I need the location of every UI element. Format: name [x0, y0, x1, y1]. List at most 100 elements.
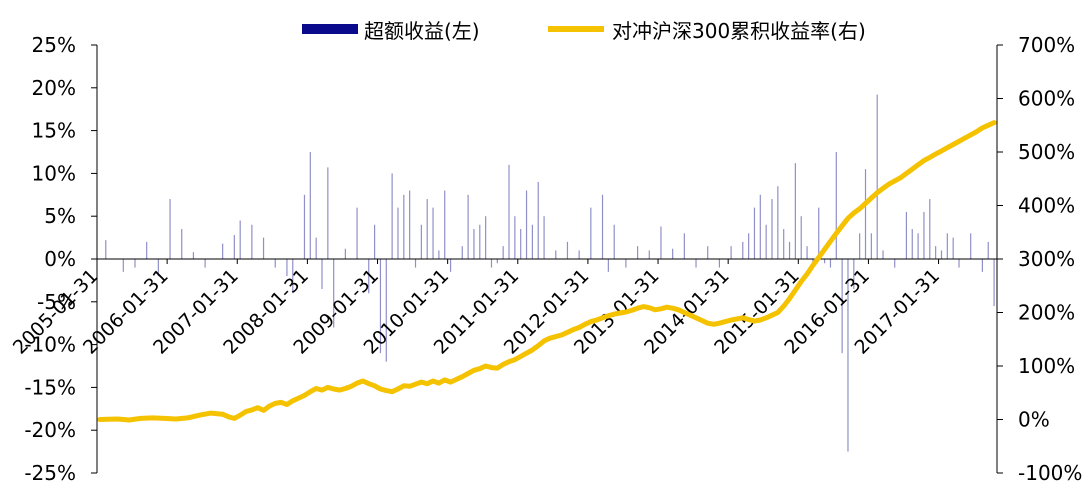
excess-return-bar: [777, 186, 779, 259]
excess-return-bar: [157, 259, 159, 277]
excess-return-bar: [672, 248, 674, 259]
left-tick-label: 10%: [32, 161, 76, 185]
excess-return-bar: [356, 207, 358, 259]
excess-return-bar: [309, 152, 311, 259]
excess-return-bar: [818, 207, 820, 259]
excess-return-bar: [414, 259, 417, 268]
excess-return-bar: [695, 259, 697, 268]
excess-return-bar: [315, 237, 317, 259]
right-tick-label: 300%: [1018, 247, 1075, 271]
right-tick-label: 600%: [1018, 87, 1075, 111]
excess-return-bar: [444, 190, 446, 259]
excess-return-bar: [607, 259, 609, 272]
excess-return-bar: [730, 246, 732, 259]
excess-return-bar: [192, 252, 195, 259]
excess-return-bar: [946, 233, 948, 259]
legend-swatch-excess-return: [302, 24, 358, 34]
excess-return-bar: [514, 216, 516, 259]
excess-return-bar: [432, 207, 434, 259]
excess-return-bar: [420, 224, 422, 259]
excess-return-bar: [543, 216, 545, 259]
excess-return-bar: [368, 259, 370, 294]
excess-return-bar: [566, 241, 569, 259]
legend-label-excess-return: 超额收益(左): [364, 19, 480, 43]
left-tick-label: 20%: [32, 76, 76, 100]
excess-return-bar: [426, 199, 428, 259]
excess-return-bar: [987, 241, 989, 259]
excess-return-bar: [835, 152, 837, 259]
excess-return-bar: [262, 237, 265, 259]
excess-return-bar: [707, 246, 709, 259]
excess-return-bar: [660, 226, 662, 259]
excess-return-bar: [823, 259, 826, 264]
excess-return-bar: [239, 220, 241, 259]
excess-return-bar: [935, 246, 937, 259]
excess-return-bar: [333, 259, 335, 328]
excess-return-bar: [169, 199, 171, 259]
excess-return-bar: [625, 259, 627, 268]
excess-return-bar: [344, 248, 346, 259]
left-tick-label: -10%: [24, 333, 76, 357]
excess-return-bar: [841, 259, 843, 354]
excess-return-bar: [496, 259, 498, 264]
excess-return-bar: [853, 259, 855, 289]
excess-return-bar: [222, 243, 224, 259]
excess-return-bar: [601, 194, 604, 259]
excess-return-bar: [134, 259, 136, 268]
excess-return-bar: [531, 224, 533, 259]
excess-return-bar: [403, 194, 405, 259]
excess-return-bar: [520, 229, 522, 259]
excess-return-bar: [590, 207, 592, 259]
right-tick-label: 700%: [1018, 33, 1075, 57]
excess-return-bar: [204, 259, 206, 268]
excess-return-bar: [911, 229, 913, 259]
left-tick-label: -25%: [24, 461, 76, 485]
left-tick-label: -20%: [24, 418, 76, 442]
excess-return-bar: [783, 229, 785, 259]
excess-return-bar: [122, 259, 124, 272]
excess-return-bar: [379, 259, 382, 354]
excess-return-bar: [391, 173, 393, 259]
excess-return-bar: [882, 250, 884, 259]
excess-return-bar: [718, 259, 721, 268]
left-tick-label: -15%: [24, 375, 76, 399]
excess-return-bar: [286, 259, 288, 277]
excess-return-bar: [788, 241, 791, 259]
right-tick-label: 100%: [1018, 354, 1075, 378]
excess-return-bar: [181, 229, 183, 259]
excess-return-bar: [397, 207, 399, 259]
excess-return-bar: [537, 181, 539, 259]
excess-return-bar: [508, 164, 510, 259]
right-tick-label: -100%: [1018, 461, 1082, 485]
excess-return-bar: [373, 224, 376, 259]
excess-return-bar: [765, 224, 767, 259]
excess-return-bar: [847, 259, 849, 452]
excess-return-bar: [905, 211, 908, 259]
excess-return-bar: [461, 246, 463, 259]
excess-return-bar: [794, 163, 796, 259]
excess-return-bar: [303, 194, 306, 259]
excess-return-bar: [771, 199, 773, 259]
excess-return-bar: [409, 190, 411, 259]
excess-return-bar: [829, 259, 832, 268]
excess-return-bar: [485, 216, 487, 259]
excess-return-bar: [578, 250, 580, 259]
left-y-axis: 25% 20% 15% 10% 5% 0% -5% -10% -15% -20% -25%: [24, 33, 98, 485]
excess-return-bar: [327, 167, 329, 259]
excess-return-bar: [683, 233, 685, 259]
excess-return-bar: [970, 233, 972, 259]
right-tick-label: 400%: [1018, 194, 1075, 218]
excess-return-bar: [613, 224, 615, 259]
excess-return-bar: [748, 233, 750, 259]
excess-return-bar: [502, 246, 504, 259]
excess-return-bar: [864, 169, 867, 259]
excess-return-bar: [923, 211, 925, 259]
excess-return-bar: [105, 240, 107, 259]
excess-return-bar: [385, 259, 387, 362]
excess-return-bar: [929, 199, 931, 259]
excess-return-bar: [917, 233, 919, 259]
excess-return-bar: [981, 259, 983, 272]
left-tick-label: 15%: [32, 119, 76, 143]
excess-return-bar: [759, 194, 761, 259]
